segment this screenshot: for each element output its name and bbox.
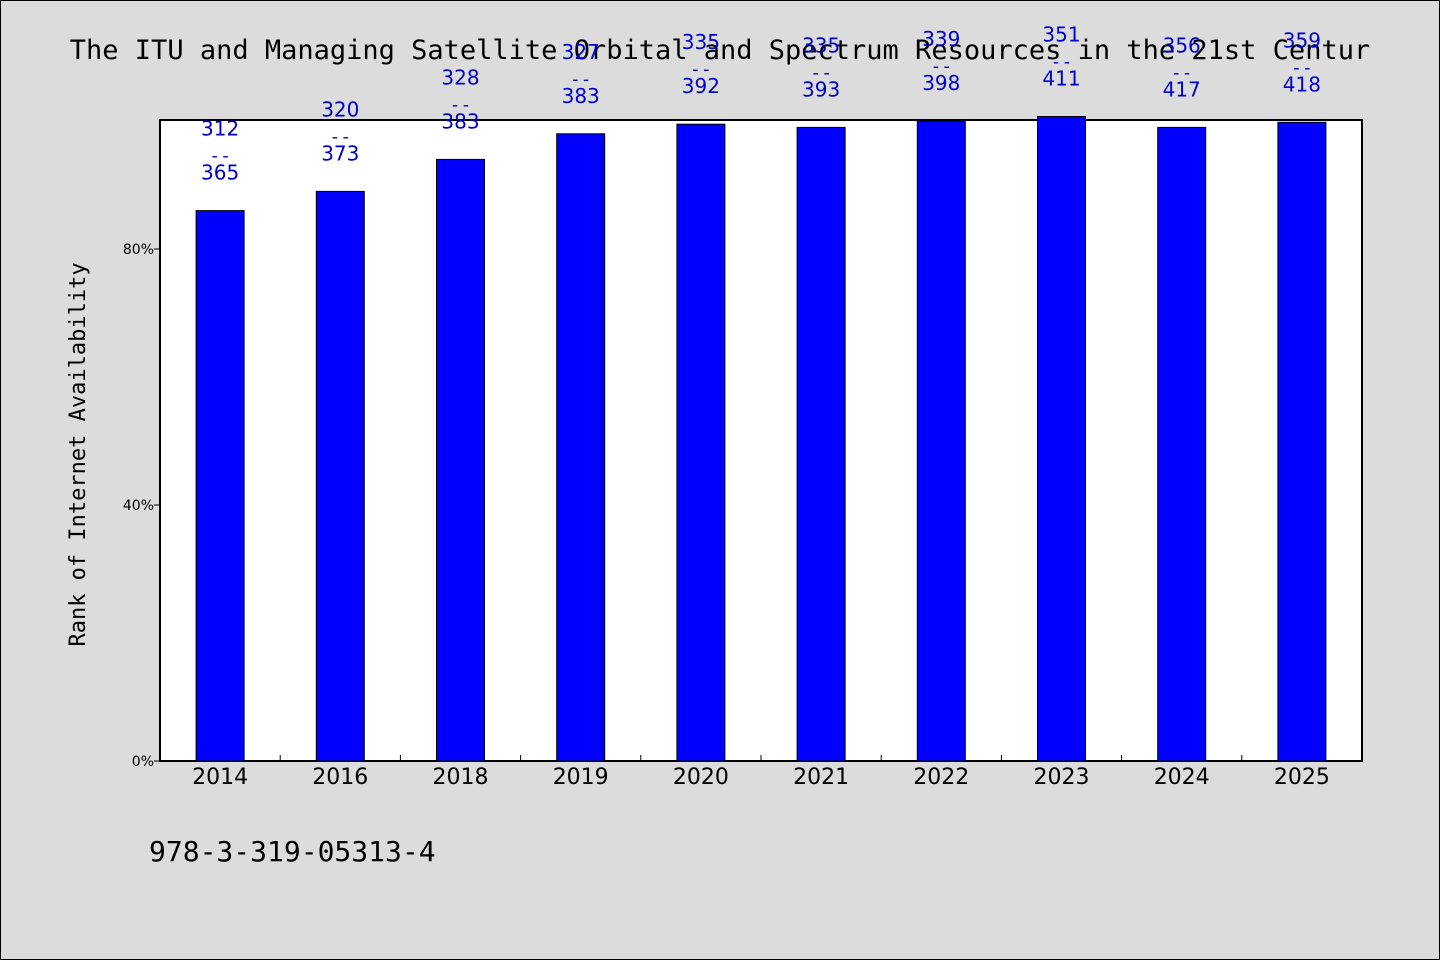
isbn-label: 978-3-319-05313-4 xyxy=(149,835,436,868)
bar-label-sep-2022: -- xyxy=(930,56,952,77)
bar-2016 xyxy=(315,190,365,762)
bar-label-sep-2020: -- xyxy=(690,59,712,80)
bar-label-top-2023: 351 xyxy=(1042,23,1080,47)
x-tick-label-2019: 2019 xyxy=(553,765,609,790)
bar-label-sep-2018: -- xyxy=(450,94,472,115)
bar-label-bottom-2016: 373 xyxy=(321,141,359,165)
bar-2018 xyxy=(436,158,485,762)
bar-2019 xyxy=(556,133,606,762)
plot-layer: 365--3122014373--3202016383--3282018383-… xyxy=(66,23,1363,790)
bar-2022 xyxy=(916,120,966,762)
bar-label-sep-2023: -- xyxy=(1051,52,1073,73)
bar-label-bottom-2020: 392 xyxy=(682,74,720,98)
bar-label-bottom-2023: 411 xyxy=(1042,67,1080,91)
bar-label-top-2018: 328 xyxy=(441,65,479,89)
bar-label-sep-2024: -- xyxy=(1171,62,1193,83)
bar-label-sep-2016: -- xyxy=(329,126,351,147)
bar-label-bottom-2022: 398 xyxy=(922,71,960,95)
x-tick-label-2016: 2016 xyxy=(312,765,368,790)
bar-label-top-2016: 320 xyxy=(321,97,359,121)
bar-label-sep-2025: -- xyxy=(1291,57,1313,78)
bar-label-bottom-2024: 417 xyxy=(1163,77,1201,101)
bar-label-bottom-2021: 393 xyxy=(802,77,840,101)
bar-2021 xyxy=(796,126,846,762)
x-tick-label-2014: 2014 xyxy=(192,765,248,790)
x-tick-label-2024: 2024 xyxy=(1154,765,1210,790)
bar-label-top-2025: 359 xyxy=(1283,28,1321,52)
bar-label-top-2014: 312 xyxy=(201,117,239,141)
x-tick-label-2025: 2025 xyxy=(1274,765,1330,790)
bar-label-top-2020: 335 xyxy=(682,30,720,54)
bar-label-sep-2014: -- xyxy=(209,146,231,167)
y-axis-label: Rank of Internet Availability xyxy=(66,262,91,646)
bar-label-top-2024: 356 xyxy=(1163,33,1201,57)
bar-label-bottom-2019: 383 xyxy=(562,84,600,108)
x-tick-label-2020: 2020 xyxy=(673,765,729,790)
y-tick-label-40%: 40% xyxy=(123,498,154,514)
bar-2023 xyxy=(1037,116,1086,762)
bar-label-top-2021: 335 xyxy=(802,33,840,57)
bar-label-sep-2019: -- xyxy=(570,69,592,90)
y-tick-label-80%: 80% xyxy=(123,242,154,258)
chart-title: The ITU and Managing Satellite Orbital a… xyxy=(69,35,1371,66)
bar-2020 xyxy=(676,123,726,762)
x-tick-label-2021: 2021 xyxy=(793,765,849,790)
x-tick-label-2023: 2023 xyxy=(1034,765,1090,790)
bar-label-bottom-2014: 365 xyxy=(201,161,239,185)
bar-2014 xyxy=(195,210,245,762)
x-tick-label-2018: 2018 xyxy=(433,765,489,790)
bar-label-bottom-2018: 383 xyxy=(441,109,479,133)
bar-2024 xyxy=(1157,126,1207,762)
y-tick-label-0%: 0% xyxy=(132,754,154,770)
bar-2025 xyxy=(1277,121,1327,762)
bar-label-sep-2021: -- xyxy=(810,62,832,83)
x-tick-label-2022: 2022 xyxy=(913,765,969,790)
bar-label-top-2022: 339 xyxy=(922,27,960,51)
bar-label-top-2019: 327 xyxy=(562,40,600,64)
bar-label-bottom-2025: 418 xyxy=(1283,72,1321,96)
